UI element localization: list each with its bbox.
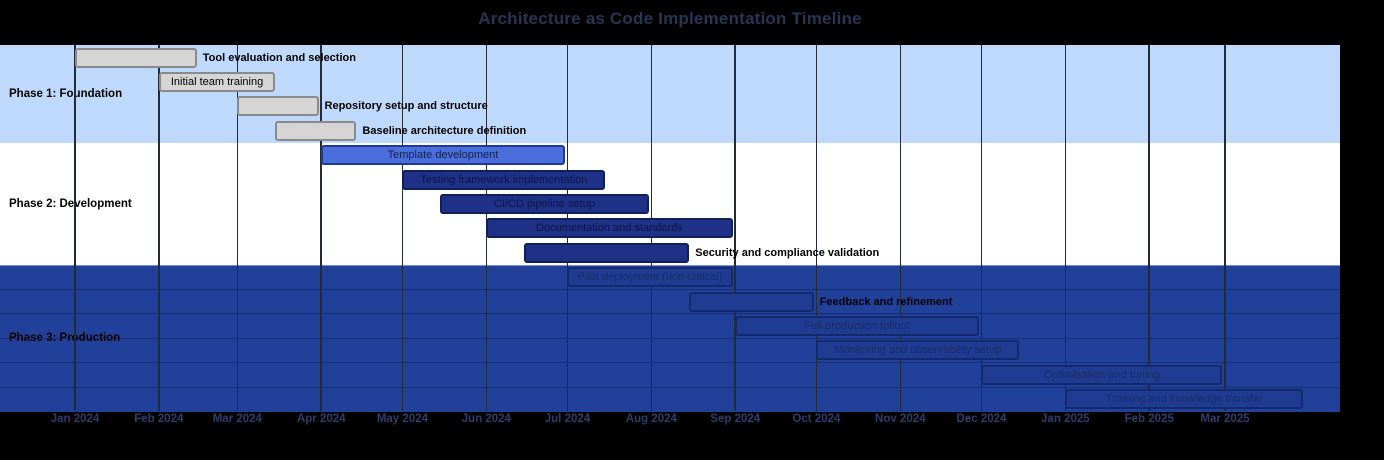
task-bar[interactable] xyxy=(524,242,690,263)
month-grid-line xyxy=(401,45,404,411)
row-separator xyxy=(0,337,1340,339)
task-bar[interactable] xyxy=(275,120,357,141)
task-bar[interactable] xyxy=(237,96,319,117)
task-label: Tool evaluation and selection xyxy=(202,51,356,64)
axis-tick-label: Nov 2024 xyxy=(875,413,926,425)
section-label-phase3: Phase 3: Production xyxy=(9,331,121,344)
task-label: Pilot deployment (non-critical) xyxy=(577,271,723,284)
axis-tick-label: Jan 2024 xyxy=(50,413,100,425)
month-grid-line xyxy=(320,45,322,411)
month-grid-line xyxy=(1224,45,1226,411)
axis-tick-label: Feb 2025 xyxy=(1124,413,1174,425)
axis-tick-label: Mar 2024 xyxy=(212,413,262,425)
month-grid-line xyxy=(74,45,76,411)
chart-title: Architecture as Code Implementation Time… xyxy=(478,9,862,28)
row-separator xyxy=(0,289,1340,290)
task-label: Full production rollout xyxy=(804,319,910,332)
task-bar[interactable]: Pilot deployment (non-critical) xyxy=(567,267,733,288)
axis-tick-label: Apr 2024 xyxy=(296,413,346,425)
axis-tick-label: Feb 2024 xyxy=(134,413,184,425)
task-label: Documentation and standards xyxy=(536,222,683,235)
axis-tick-label: Jan 2025 xyxy=(1041,413,1090,425)
task-label: Optimisation and tuning xyxy=(1044,368,1160,381)
section-background-phase1 xyxy=(0,45,1340,143)
task-bar[interactable]: Optimisation and tuning xyxy=(981,364,1223,385)
section-label-phase1: Phase 1: Foundation xyxy=(9,87,123,100)
task-bar[interactable]: CI/CD pipeline setup xyxy=(440,193,649,214)
task-bar[interactable]: Documentation and standards xyxy=(486,218,733,239)
axis-tick-label: Jul 2024 xyxy=(544,413,591,425)
task-label: Initial team training xyxy=(170,75,264,88)
axis-tick-label: Jun 2024 xyxy=(461,413,511,425)
task-bar[interactable] xyxy=(689,291,814,312)
axis-tick-label: Mar 2025 xyxy=(1200,413,1250,425)
axis-tick-label: Dec 2024 xyxy=(956,413,1007,425)
task-label: Template development xyxy=(387,149,499,162)
task-bar[interactable]: Testing framework implementation xyxy=(402,169,606,190)
task-bar[interactable]: Template development xyxy=(321,145,565,166)
month-grid-line xyxy=(158,45,160,411)
task-bar[interactable]: Training and knowledge transfer xyxy=(1065,389,1304,410)
month-grid-line xyxy=(734,45,736,411)
month-grid-line xyxy=(815,45,818,411)
task-label: Testing framework implementation xyxy=(420,173,588,186)
task-label: Monitoring and observability setup xyxy=(834,344,1002,357)
month-grid-line xyxy=(1148,45,1150,411)
section-background-phase3 xyxy=(0,264,1340,412)
axis-tick-label: Sep 2024 xyxy=(710,413,761,425)
task-label: Training and knowledge transfer xyxy=(1106,393,1263,406)
axis-tick-label: Aug 2024 xyxy=(625,413,677,425)
task-label: Security and compliance validation xyxy=(695,246,880,259)
axis-tick-label: May 2024 xyxy=(376,413,428,425)
task-label: Baseline architecture definition xyxy=(362,124,527,137)
task-label: CI/CD pipeline setup xyxy=(494,197,595,210)
month-grid-line xyxy=(980,45,983,411)
month-grid-line xyxy=(236,45,239,411)
month-grid-line xyxy=(899,45,902,411)
row-separator xyxy=(0,313,1340,315)
row-separator xyxy=(0,386,1340,388)
task-bar[interactable]: Full production rollout xyxy=(735,315,979,336)
month-grid-line xyxy=(1064,45,1067,411)
task-label: Repository setup and structure xyxy=(324,100,488,113)
task-bar[interactable] xyxy=(75,47,197,68)
task-bar[interactable]: Initial team training xyxy=(158,71,276,92)
plot-area: Phase 1: Foundation Phase 2: Development P… xyxy=(0,45,1340,412)
task-bar[interactable]: Monitoring and observability setup xyxy=(816,340,1020,361)
axis-tick-label: Oct 2024 xyxy=(792,413,841,425)
row-separator xyxy=(0,362,1340,364)
section-label-phase2: Phase 2: Development xyxy=(9,197,132,210)
task-label: Feedback and refinement xyxy=(819,295,953,308)
